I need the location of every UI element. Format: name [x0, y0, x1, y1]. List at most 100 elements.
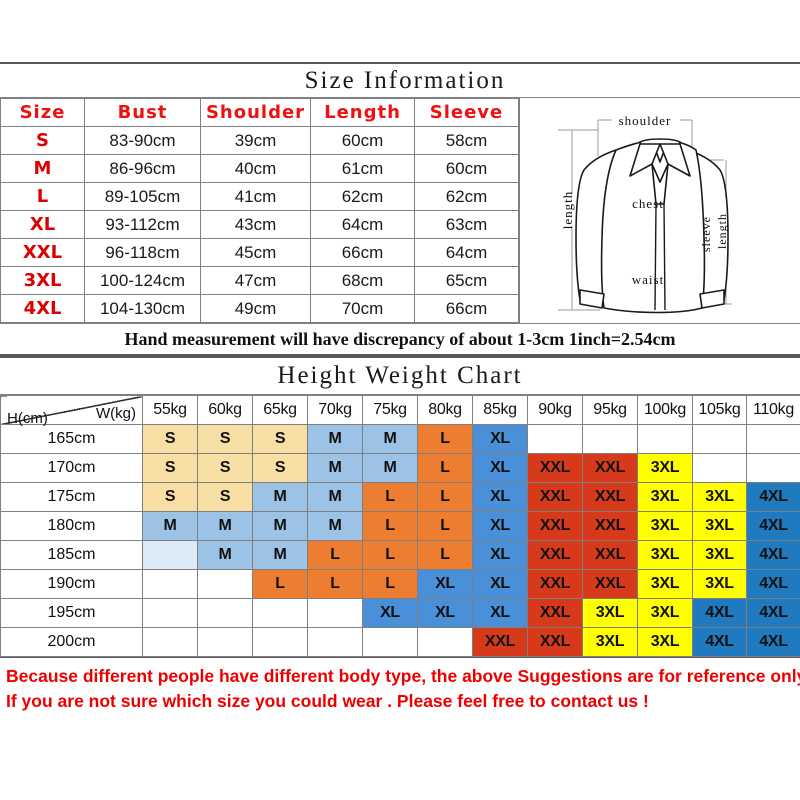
weight-axis-label: W(kg) — [96, 405, 136, 422]
height-weight-title-row: Height Weight Chart — [0, 358, 800, 395]
label-sleeve-length: length — [715, 213, 729, 249]
table-row: 3XL 100-124cm 47cm 68cm 65cm — [0, 266, 519, 295]
size-recommendation-cell: XL — [472, 598, 528, 628]
size-recommendation-cell: XXL — [527, 511, 583, 541]
length-cell: 66cm — [310, 238, 415, 267]
length-cell: 68cm — [310, 266, 415, 295]
bust-cell: 89-105cm — [84, 182, 201, 211]
table-row: XXL 96-118cm 45cm 66cm 64cm — [0, 238, 519, 267]
size-recommendation-cell: 3XL — [692, 482, 747, 512]
table-row: M 86-96cm 40cm 61cm 60cm — [0, 154, 519, 183]
length-cell: 70cm — [310, 294, 415, 323]
size-recommendation-cell: 4XL — [692, 598, 747, 628]
size-cell: S — [0, 126, 85, 155]
size-recommendation-cell: M — [307, 482, 363, 512]
size-recommendation-cell: XXL — [527, 627, 583, 657]
size-recommendation-cell: 3XL — [637, 453, 693, 483]
size-recommendation-cell: 4XL — [746, 482, 800, 512]
height-axis-label: H(cm) — [7, 410, 48, 427]
size-recommendation-cell: XL — [472, 569, 528, 599]
size-recommendation-cell: 3XL — [582, 598, 638, 628]
weight-header-85: 85kg — [472, 395, 528, 425]
size-recommendation-cell: XL — [472, 424, 528, 454]
table-row: 180cm M M M M L L XL XXL XXL 3XL 3XL 4XL — [0, 511, 800, 541]
height-row-label: 180cm — [0, 511, 143, 541]
size-recommendation-cell: M — [362, 453, 418, 483]
size-recommendation-cell: M — [197, 540, 253, 570]
size-recommendation-cell: S — [197, 482, 253, 512]
axis-corner-cell: H(cm) W(kg) — [0, 395, 143, 427]
height-row-label: 200cm — [0, 627, 143, 657]
height-row-label: 175cm — [0, 482, 143, 512]
size-cell: 3XL — [0, 266, 85, 295]
hand-measurement-note-row: Hand measurement will have discrepancy o… — [0, 323, 800, 356]
bust-cell: 86-96cm — [84, 154, 201, 183]
size-information-body: Size Bust Shoulder Length Sleeve S 83-90… — [0, 98, 800, 323]
height-row-label: 170cm — [0, 453, 143, 483]
bust-cell: 93-112cm — [84, 210, 201, 239]
table-row: 170cm S S S M M L XL XXL XXL 3XL — [0, 453, 800, 483]
size-recommendation-cell: S — [252, 424, 308, 454]
column-header-sleeve: Sleeve — [414, 98, 519, 127]
top-spacer — [0, 0, 800, 62]
size-recommendation-cell: 3XL — [692, 569, 747, 599]
sleeve-cell: 63cm — [414, 210, 519, 239]
shirt-diagram-icon: shoulder chest waist length sleeve lengt… — [558, 113, 732, 314]
size-recommendation-cell — [142, 627, 198, 657]
weight-header-60: 60kg — [197, 395, 253, 425]
label-length: length — [560, 191, 575, 230]
size-recommendation-cell: L — [307, 540, 363, 570]
length-cell: 62cm — [310, 182, 415, 211]
size-recommendation-cell: L — [362, 511, 418, 541]
page-title: Size Information — [304, 66, 506, 94]
bust-cell: 104-130cm — [84, 294, 201, 323]
disclaimer-block: Because different people have different … — [0, 657, 800, 718]
size-recommendation-cell: XXL — [527, 540, 583, 570]
size-recommendation-cell: M — [252, 511, 308, 541]
size-recommendation-cell: 3XL — [692, 540, 747, 570]
size-information-title-row: Size Information — [0, 64, 800, 98]
weight-header-70: 70kg — [307, 395, 363, 425]
weight-header-100: 100kg — [637, 395, 693, 425]
size-recommendation-cell — [197, 598, 253, 628]
shirt-illustration-panel: shoulder chest waist length sleeve lengt… — [519, 98, 800, 323]
size-recommendation-cell: XXL — [582, 540, 638, 570]
size-recommendation-cell: L — [417, 453, 473, 483]
label-waist: waist — [632, 272, 664, 287]
size-recommendation-cell: 4XL — [746, 540, 800, 570]
size-recommendation-cell: M — [307, 424, 363, 454]
size-recommendation-cell: XL — [472, 453, 528, 483]
size-recommendation-cell: 4XL — [746, 511, 800, 541]
size-recommendation-cell: XXL — [582, 453, 638, 483]
size-table-body: S 83-90cm 39cm 60cm 58cm M 86-96cm 40cm … — [0, 126, 519, 323]
sleeve-cell: 60cm — [414, 154, 519, 183]
size-recommendation-cell: S — [142, 482, 198, 512]
size-recommendation-cell: S — [142, 424, 198, 454]
size-cell: XXL — [0, 238, 85, 267]
size-recommendation-cell: XL — [362, 598, 418, 628]
size-recommendation-cell — [142, 540, 198, 570]
size-recommendation-cell: L — [417, 511, 473, 541]
size-recommendation-cell: 3XL — [637, 540, 693, 570]
table-row: 195cm XL XL XL XXL 3XL 3XL 4XL 4XL — [0, 598, 800, 628]
size-recommendation-cell: XXL — [527, 453, 583, 483]
weight-header-65: 65kg — [252, 395, 308, 425]
sleeve-cell: 66cm — [414, 294, 519, 323]
table-row: 185cm M M L L L XL XXL XXL 3XL 3XL 4XL — [0, 540, 800, 570]
label-chest: chest — [632, 196, 664, 211]
size-recommendation-cell — [692, 424, 747, 454]
size-recommendation-cell: S — [252, 453, 308, 483]
table-row: 190cm L L L XL XL XXL XXL 3XL 3XL 4XL — [0, 569, 800, 599]
size-recommendation-cell: XL — [472, 511, 528, 541]
weight-header-75: 75kg — [362, 395, 418, 425]
size-information-block: Size Information Size Bust Shoulder Leng… — [0, 62, 800, 358]
shoulder-cell: 39cm — [200, 126, 311, 155]
size-recommendation-cell: XXL — [582, 511, 638, 541]
sleeve-cell: 65cm — [414, 266, 519, 295]
size-recommendation-cell: L — [362, 540, 418, 570]
size-recommendation-cell: 4XL — [692, 627, 747, 657]
sleeve-cell: 62cm — [414, 182, 519, 211]
height-row-label: 185cm — [0, 540, 143, 570]
size-cell: L — [0, 182, 85, 211]
bust-cell: 96-118cm — [84, 238, 201, 267]
